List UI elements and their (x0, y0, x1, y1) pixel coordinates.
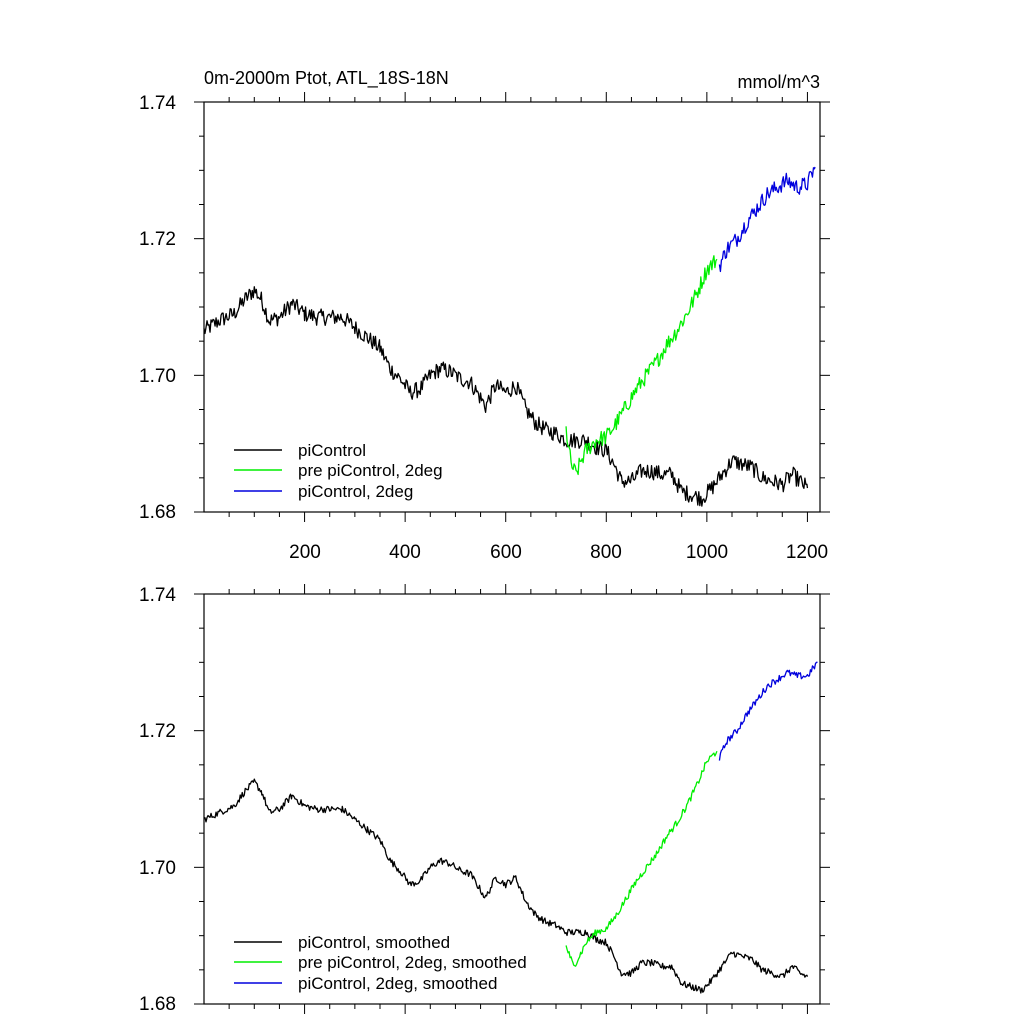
legend-label-picontrol-2deg-smoothed: piControl, 2deg, smoothed (298, 974, 497, 993)
bottom-legend: piControl, smoothed pre piControl, 2deg,… (234, 933, 527, 993)
legend-label-pre-picontrol-smoothed: pre piControl, 2deg, smoothed (298, 953, 527, 972)
legend-label-picontrol-smoothed: piControl, smoothed (298, 933, 450, 952)
series-line-picontrol (203, 286, 809, 507)
series-line-picontrol-2deg-smoothed (718, 661, 818, 761)
y-tick-label: 1.72 (139, 721, 176, 742)
legend-label-pre-picontrol: pre piControl, 2deg (298, 461, 443, 480)
series-line-picontrol-2deg (718, 166, 816, 273)
y-tick-label: 1.74 (139, 93, 176, 114)
x-tick-label: 800 (590, 542, 622, 563)
bottom-panel: 1.68 1.70 1.72 1.74 piControl, smoothed … (139, 584, 830, 1015)
y-tick-label: 1.68 (139, 994, 176, 1015)
x-tick-label: 600 (490, 542, 522, 563)
y-tick-label: 1.70 (139, 366, 176, 387)
y-tick-label: 1.74 (139, 585, 176, 606)
x-tick-label: 1200 (786, 542, 828, 563)
series-line-picontrol-smoothed (203, 778, 809, 994)
x-tick-label: 1000 (686, 542, 728, 563)
top-panel: 0m-2000m Ptot, ATL_18S-18N mmol/m^3 1.68… (139, 68, 830, 563)
series-line-pre-picontrol-2deg-smoothed (565, 750, 718, 967)
chart-title: 0m-2000m Ptot, ATL_18S-18N (204, 68, 449, 89)
x-tick-label: 200 (289, 542, 321, 563)
y-tick-label: 1.68 (139, 502, 176, 523)
x-tick-label: 400 (389, 542, 421, 563)
legend-label-picontrol-2deg: piControl, 2deg (298, 482, 413, 501)
units-label: mmol/m^3 (738, 72, 820, 92)
y-tick-label: 1.72 (139, 229, 176, 250)
legend-label-picontrol: piControl (298, 441, 366, 460)
series-line-pre-picontrol-2deg (565, 255, 718, 476)
top-legend: piControl pre piControl, 2deg piControl,… (234, 441, 443, 501)
top-plot-frame (203, 101, 821, 513)
y-tick-label: 1.70 (139, 858, 176, 879)
